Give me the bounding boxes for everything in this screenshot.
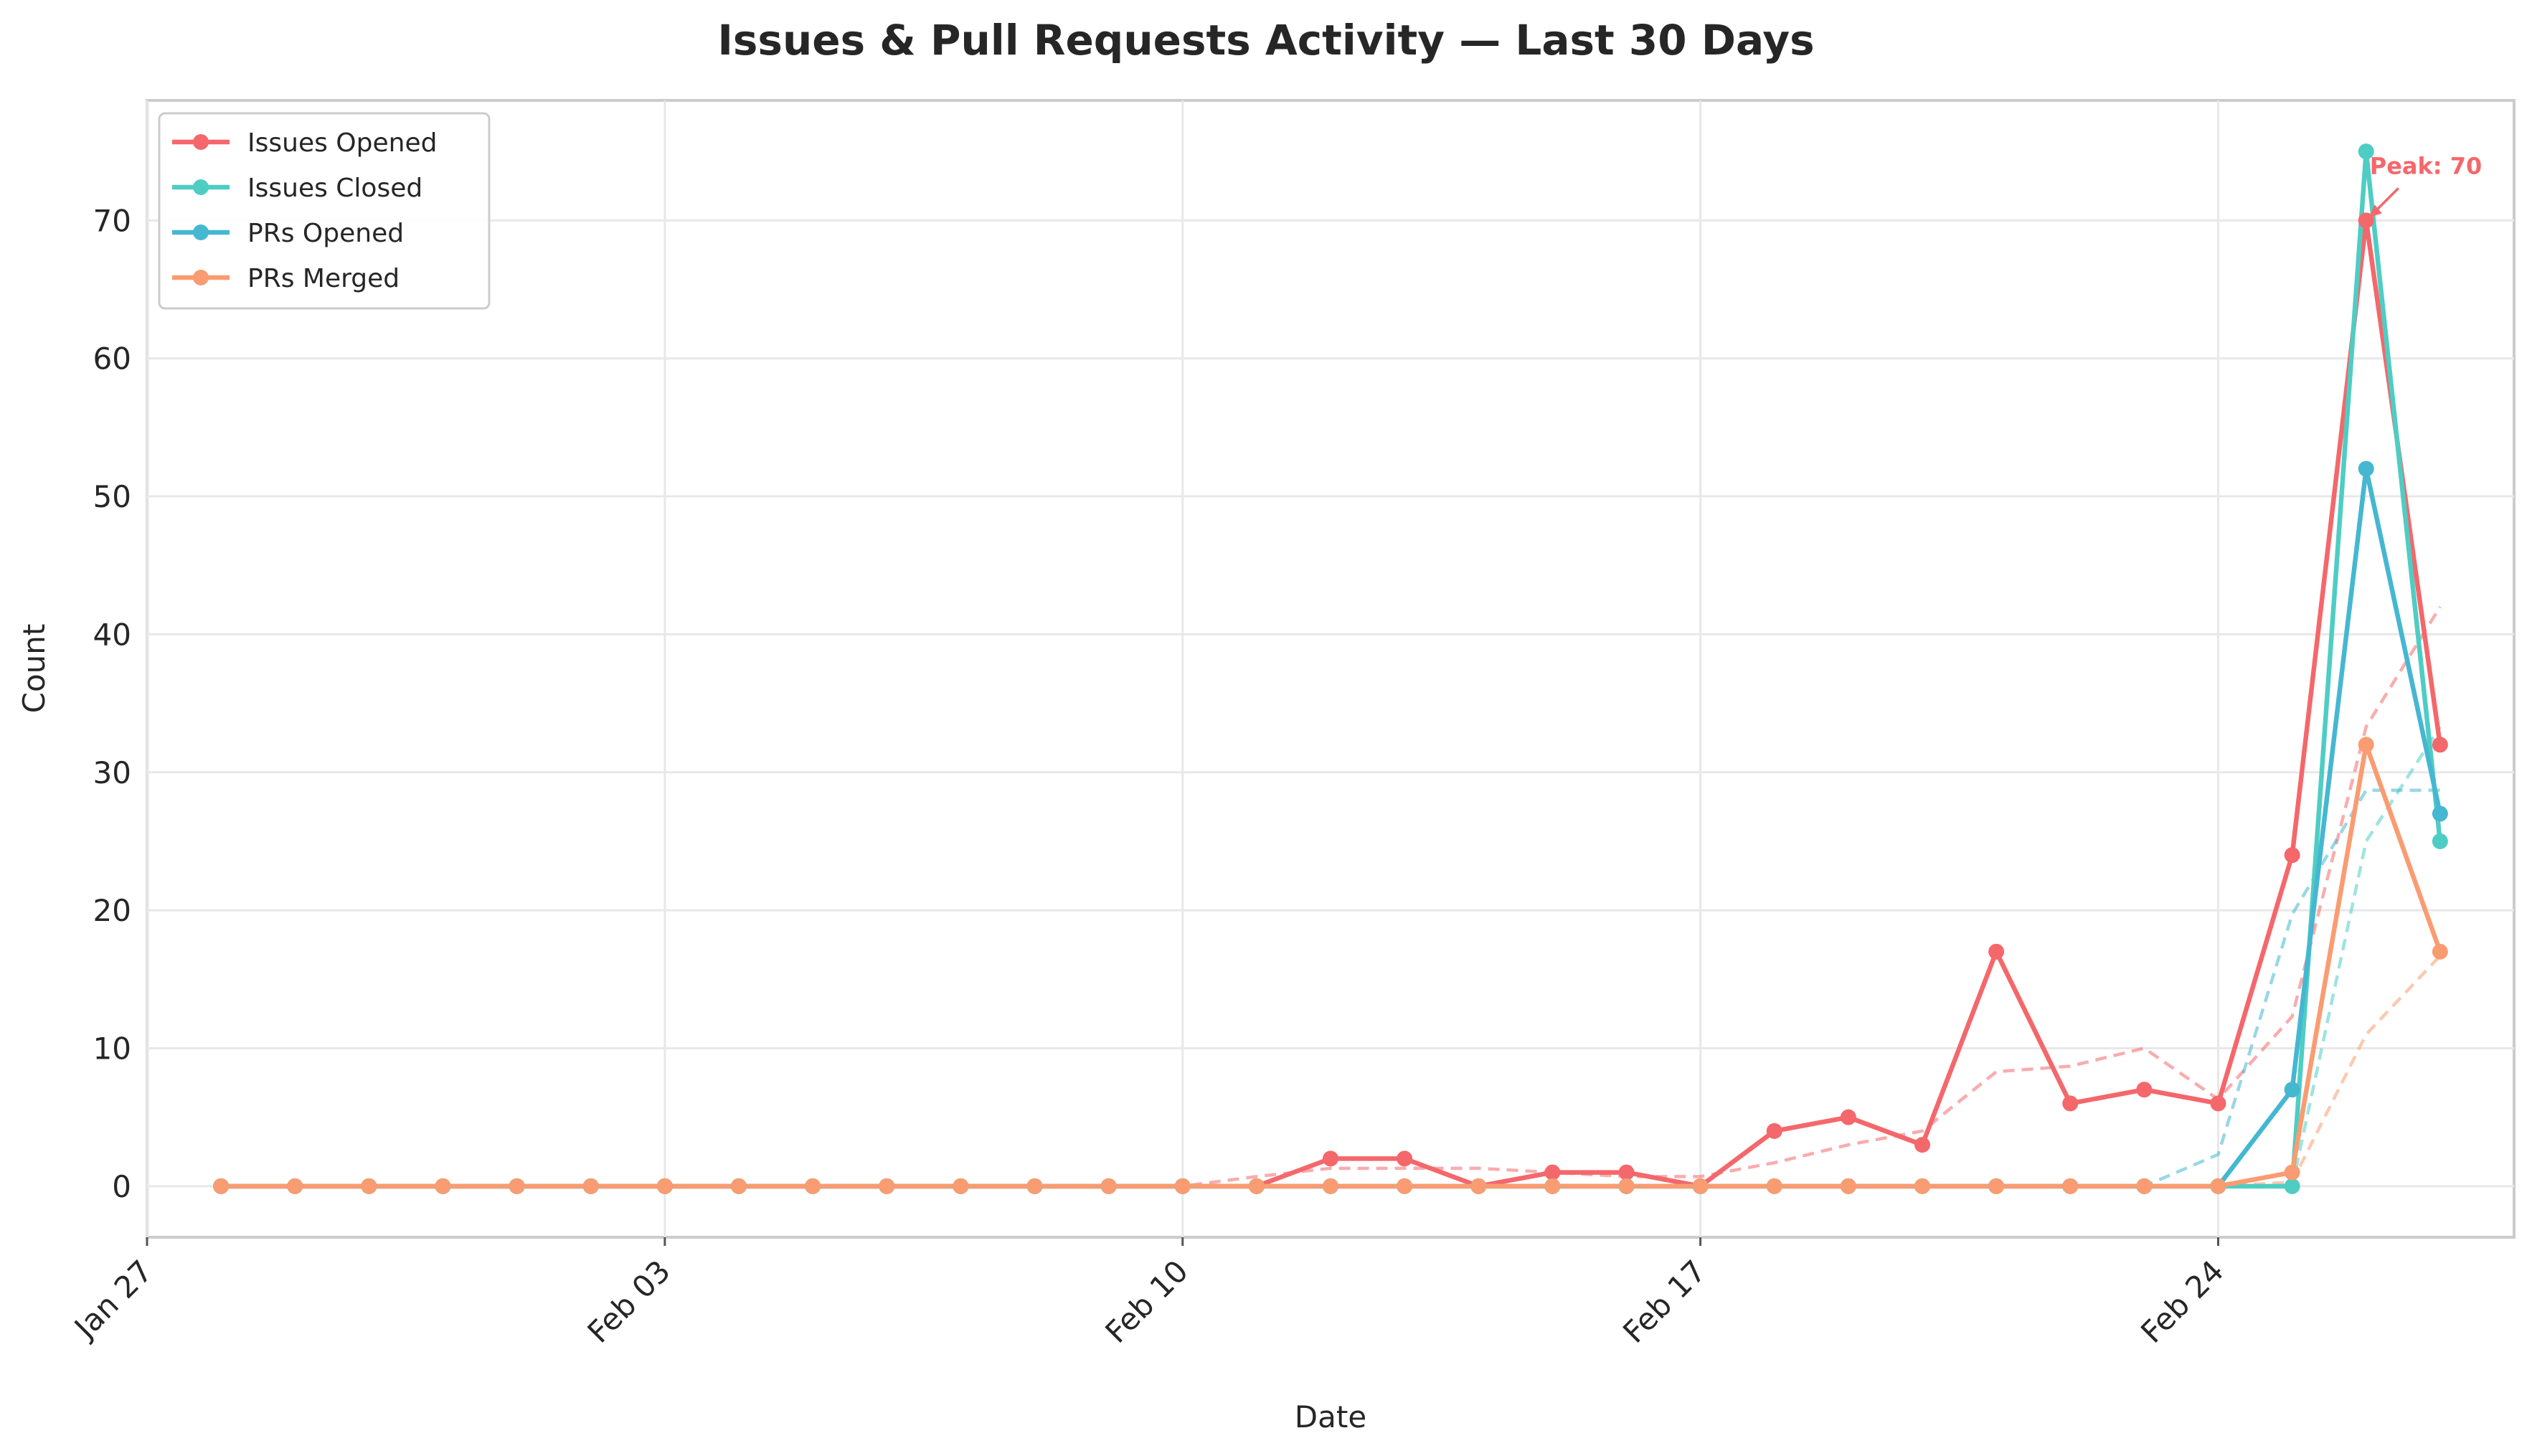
data-point <box>2284 1082 2300 1098</box>
data-point <box>2136 1082 2153 1098</box>
data-point <box>1544 1164 1561 1181</box>
data-point <box>1618 1164 1635 1181</box>
annotations: Peak: 70 <box>2368 152 2483 218</box>
y-tick-labels: 0 10 20 30 40 50 60 70 <box>93 203 131 1204</box>
data-point <box>2432 805 2448 822</box>
y-tick-label: 60 <box>93 341 131 377</box>
data-point <box>2358 737 2374 753</box>
legend-box <box>158 112 491 310</box>
data-point <box>2432 943 2448 960</box>
legend-marker <box>193 224 209 240</box>
chart-title: Issues & Pull Requests Activity — Last 3… <box>717 16 1815 65</box>
legend-label: Issues Closed <box>247 174 422 203</box>
data-point <box>1323 1150 1338 1167</box>
annotation-arrowhead <box>2368 204 2382 218</box>
data-point <box>1544 1178 1561 1194</box>
data-point <box>2136 1178 2153 1194</box>
y-tick-label: 0 <box>112 1169 131 1204</box>
data-point <box>361 1178 377 1194</box>
data-point <box>2432 833 2448 849</box>
x-tick-labels: Jan 27 Feb 03 Feb 10 Feb 17 Feb 24 <box>66 1253 2230 1349</box>
x-tick-label: Feb 03 <box>580 1253 676 1349</box>
data-point <box>1692 1178 1709 1194</box>
grid <box>146 100 2514 1246</box>
legend-marker <box>193 179 209 195</box>
data-point <box>435 1178 451 1194</box>
data-point <box>1988 943 2005 960</box>
data-point <box>1026 1178 1043 1194</box>
plot-area <box>146 99 2516 1239</box>
data-point <box>1988 1178 2005 1194</box>
peak-annotation: Peak: 70 <box>2370 152 2483 179</box>
data-point <box>953 1178 969 1194</box>
legend-label: PRs Merged <box>247 264 400 293</box>
data-point <box>1766 1122 1782 1139</box>
data-point <box>2062 1095 2079 1112</box>
legend-label: PRs Opened <box>247 219 404 248</box>
y-tick-label: 40 <box>93 617 131 652</box>
data-point <box>1914 1137 1930 1153</box>
data-point <box>509 1178 525 1194</box>
y-tick-label: 20 <box>93 893 131 928</box>
data-point <box>1174 1178 1191 1194</box>
y-tick-label: 50 <box>93 479 131 514</box>
y-tick-label: 30 <box>93 755 131 790</box>
data-point <box>287 1178 303 1194</box>
data-point <box>1100 1178 1117 1194</box>
data-point <box>1470 1178 1487 1194</box>
x-tick-label: Feb 24 <box>2134 1253 2230 1349</box>
legend-marker <box>193 270 209 285</box>
x-tick-label: Feb 10 <box>1098 1253 1194 1349</box>
y-axis-label: Count <box>16 624 52 714</box>
data-point <box>2210 1178 2226 1194</box>
data-point <box>582 1178 599 1194</box>
data-point <box>1397 1178 1413 1194</box>
x-axis-label: Date <box>1295 1399 1366 1434</box>
data-point <box>805 1178 821 1194</box>
legend: Issues Opened Issues Closed PRs Opened PRs … <box>158 112 491 310</box>
legend-marker <box>193 134 209 150</box>
data-point <box>2358 143 2374 160</box>
series-points <box>213 143 2448 1194</box>
data-point <box>2210 1095 2226 1112</box>
data-point <box>2358 460 2374 477</box>
x-tick-label: Feb 17 <box>1616 1253 1712 1349</box>
data-point <box>731 1178 747 1194</box>
data-point <box>1397 1150 1413 1167</box>
data-point <box>2432 737 2448 753</box>
data-point <box>1618 1178 1635 1194</box>
y-tick-label: 70 <box>93 203 131 238</box>
data-point <box>1323 1178 1338 1194</box>
data-point <box>1840 1109 1856 1125</box>
data-point <box>2284 1178 2300 1194</box>
data-point <box>656 1178 673 1194</box>
y-tick-label: 10 <box>93 1031 131 1066</box>
data-point <box>1766 1178 1782 1194</box>
rolling-average-line <box>221 605 2442 1188</box>
data-point <box>2284 847 2300 864</box>
x-tick-label: Jan 27 <box>66 1253 159 1346</box>
data-point <box>2062 1178 2079 1194</box>
data-point <box>1914 1178 1930 1194</box>
data-point <box>879 1178 895 1194</box>
data-point <box>1248 1178 1265 1194</box>
data-point <box>2284 1164 2300 1181</box>
legend-label: Issues Opened <box>247 128 437 158</box>
data-point <box>213 1178 230 1194</box>
data-point <box>1840 1178 1856 1194</box>
